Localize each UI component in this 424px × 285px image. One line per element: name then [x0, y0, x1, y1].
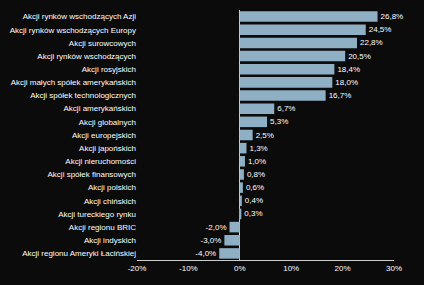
svg-text:0,3%: 0,3%: [244, 209, 262, 218]
svg-text:Akcji małych spółek amerykańsk: Akcji małych spółek amerykańskich: [11, 78, 136, 87]
svg-text:Akcji surowcowych: Akcji surowcowych: [69, 39, 136, 48]
svg-text:-4,0%: -4,0%: [195, 249, 216, 258]
svg-text:5,3%: 5,3%: [270, 117, 288, 126]
svg-text:Akcji tureckiego rynku: Akcji tureckiego rynku: [58, 210, 136, 219]
svg-text:Akcji polskich: Akcji polskich: [88, 183, 136, 192]
svg-text:26,8%: 26,8%: [381, 12, 404, 21]
svg-text:6,7%: 6,7%: [277, 104, 295, 113]
svg-text:1,0%: 1,0%: [248, 157, 266, 166]
svg-text:Akcji chińskich: Akcji chińskich: [84, 197, 136, 206]
svg-text:20,5%: 20,5%: [348, 52, 371, 61]
svg-text:Akcji regionu Ameryki Łaciński: Akcji regionu Ameryki Łacińskiej: [22, 249, 136, 258]
svg-text:Akcji rynków wschodzących Azji: Akcji rynków wschodzących Azji: [23, 12, 137, 21]
svg-text:Akcji globalnych: Akcji globalnych: [79, 118, 136, 127]
svg-text:-10%: -10%: [179, 264, 198, 273]
svg-text:2,5%: 2,5%: [256, 131, 274, 140]
svg-text:Akcji indyskich: Akcji indyskich: [84, 236, 136, 245]
svg-text:-3,0%: -3,0%: [200, 236, 221, 245]
svg-text:0%: 0%: [234, 264, 246, 273]
svg-text:Akcji nieruchomości: Akcji nieruchomości: [65, 157, 136, 166]
svg-text:20%: 20%: [335, 264, 351, 273]
svg-text:22,8%: 22,8%: [360, 38, 383, 47]
svg-text:-2,0%: -2,0%: [206, 223, 227, 232]
svg-text:24,5%: 24,5%: [369, 25, 392, 34]
svg-text:-20%: -20%: [128, 264, 147, 273]
svg-text:30%: 30%: [386, 264, 402, 273]
svg-text:18,4%: 18,4%: [337, 65, 360, 74]
svg-text:Akcji japońskich: Akcji japońskich: [79, 144, 136, 153]
svg-text:1,3%: 1,3%: [249, 144, 267, 153]
svg-text:18,0%: 18,0%: [335, 78, 358, 87]
svg-text:0,6%: 0,6%: [246, 183, 264, 192]
svg-text:0,4%: 0,4%: [245, 196, 263, 205]
svg-text:Akcji amerykańskich: Akcji amerykańskich: [64, 104, 136, 113]
svg-text:Akcji rynków wschodzących: Akcji rynków wschodzących: [37, 52, 136, 61]
svg-text:Akcji europejskich: Akcji europejskich: [72, 131, 136, 140]
svg-text:Akcji rosyjskich: Akcji rosyjskich: [82, 65, 136, 74]
svg-text:16,7%: 16,7%: [329, 91, 352, 100]
svg-text:Akcji rynków wschodzących Euro: Akcji rynków wschodzących Europy: [10, 26, 136, 35]
svg-text:Akcji spółek technologicznych: Akcji spółek technologicznych: [30, 91, 136, 100]
svg-text:Akcji regionu BRIC: Akcji regionu BRIC: [69, 223, 136, 232]
svg-text:0,8%: 0,8%: [247, 170, 265, 179]
svg-text:Akcji spółek finansowych: Akcji spółek finansowych: [48, 170, 136, 179]
svg-text:10%: 10%: [283, 264, 299, 273]
